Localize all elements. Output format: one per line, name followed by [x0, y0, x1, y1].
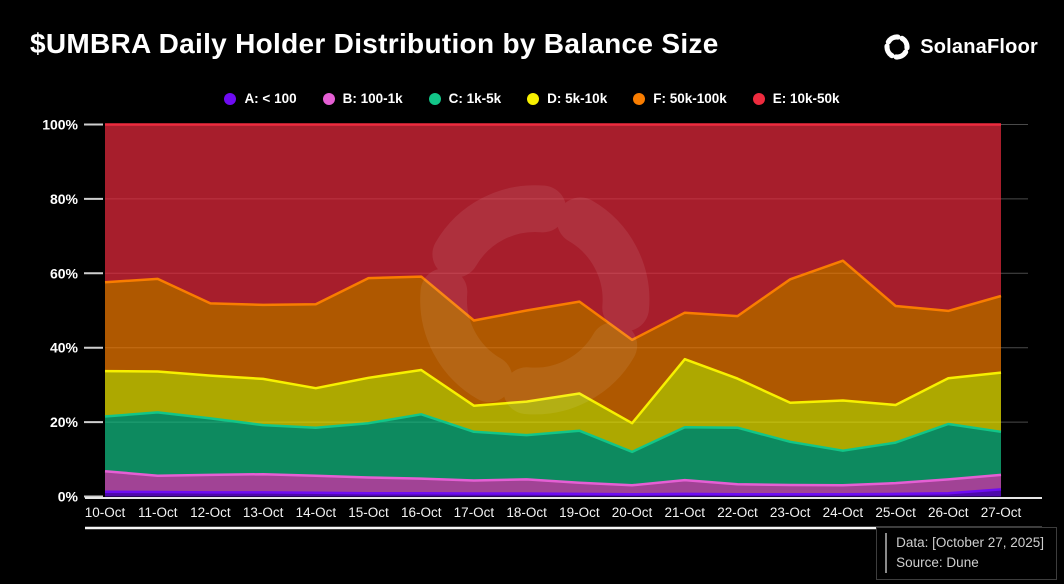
brand-name: SolanaFloor [920, 35, 1038, 58]
chart-legend: A: < 100 B: 100-1k C: 1k-5k D: 5k-10k F: 50k… [0, 91, 1064, 106]
stroke-B [104, 469, 1002, 487]
y-tick-label: 100% [42, 117, 78, 133]
x-tick-label: 17-Oct [454, 505, 495, 520]
page-title: $UMBRA Daily Holder Distribution by Bala… [30, 28, 719, 59]
stroke-F [104, 259, 1002, 342]
legend-label: F: 50k-100k [653, 91, 727, 106]
y-tick-label: 0% [58, 489, 79, 505]
legend-item-E: E: 10k-50k [752, 91, 840, 106]
area-fills [105, 124, 1001, 497]
x-tick-label: 25-Oct [875, 505, 916, 520]
x-tick-label: 18-Oct [506, 505, 547, 520]
x-tick-label: 19-Oct [559, 505, 600, 520]
stroke-C [104, 411, 1002, 454]
legend-dot-icon [322, 92, 335, 105]
legend-item-F: F: 50k-100k [633, 91, 727, 106]
legend-item-D: D: 5k-10k [527, 91, 607, 106]
y-axis: 0% 20% 40% 60% 80% 100% [42, 117, 103, 505]
x-tick-label: 16-Oct [401, 505, 442, 520]
legend-dot-icon [224, 92, 237, 105]
y-tick-label: 80% [50, 191, 79, 207]
y-tick-label: 60% [50, 265, 79, 281]
x-tick-label: 20-Oct [612, 505, 653, 520]
footer-source: Source: Dune [896, 554, 979, 570]
legend-label: C: 1k-5k [448, 91, 502, 106]
legend-dot-icon [633, 92, 646, 105]
legend-dot-icon [752, 92, 765, 105]
x-tick-label: 23-Oct [770, 505, 811, 520]
legend-label: E: 10k-50k [772, 91, 840, 106]
brand-logo: SolanaFloor [882, 32, 1038, 62]
y-tick-label: 40% [50, 340, 79, 356]
x-tick-label: 21-Oct [665, 505, 706, 520]
legend-item-C: C: 1k-5k [428, 91, 502, 106]
x-tick-label: 26-Oct [928, 505, 969, 520]
footer-accent-bar [885, 532, 888, 573]
area-E [105, 124, 1001, 340]
x-tick-label: 12-Oct [190, 505, 231, 520]
legend-label: D: 5k-10k [547, 91, 608, 106]
y-tick-label: 20% [50, 414, 79, 430]
x-tick-label: 14-Oct [296, 505, 337, 520]
x-tick-label: 11-Oct [138, 505, 178, 520]
x-axis: 10-Oct 11-Oct 12-Oct 13-Oct 14-Oct 15-Oct 16-O… [85, 505, 1022, 520]
footer-data-date: Data: [October 27, 2025] [896, 534, 1044, 550]
x-tick-label: 22-Oct [717, 505, 758, 520]
footer-attribution: Data: [October 27, 2025] Source: Dune [876, 526, 1057, 580]
x-tick-label: 15-Oct [348, 505, 389, 520]
x-tick-label: 13-Oct [243, 505, 284, 520]
legend-label: B: 100-1k [342, 91, 403, 106]
x-tick-label: 24-Oct [823, 505, 864, 520]
x-tick-label: 10-Oct [85, 505, 126, 520]
stroke-A [104, 488, 1002, 496]
legend-item-B: B: 100-1k [322, 91, 403, 106]
legend-item-A: A: < 100 [224, 91, 297, 106]
legend-dot-icon [527, 92, 540, 105]
x-tick-label: 27-Oct [981, 505, 1022, 520]
area-F [105, 260, 1001, 424]
area-C [105, 412, 1001, 486]
area-strokes [104, 123, 1002, 496]
legend-label: A: < 100 [244, 91, 297, 106]
legend-dot-icon [428, 92, 441, 105]
